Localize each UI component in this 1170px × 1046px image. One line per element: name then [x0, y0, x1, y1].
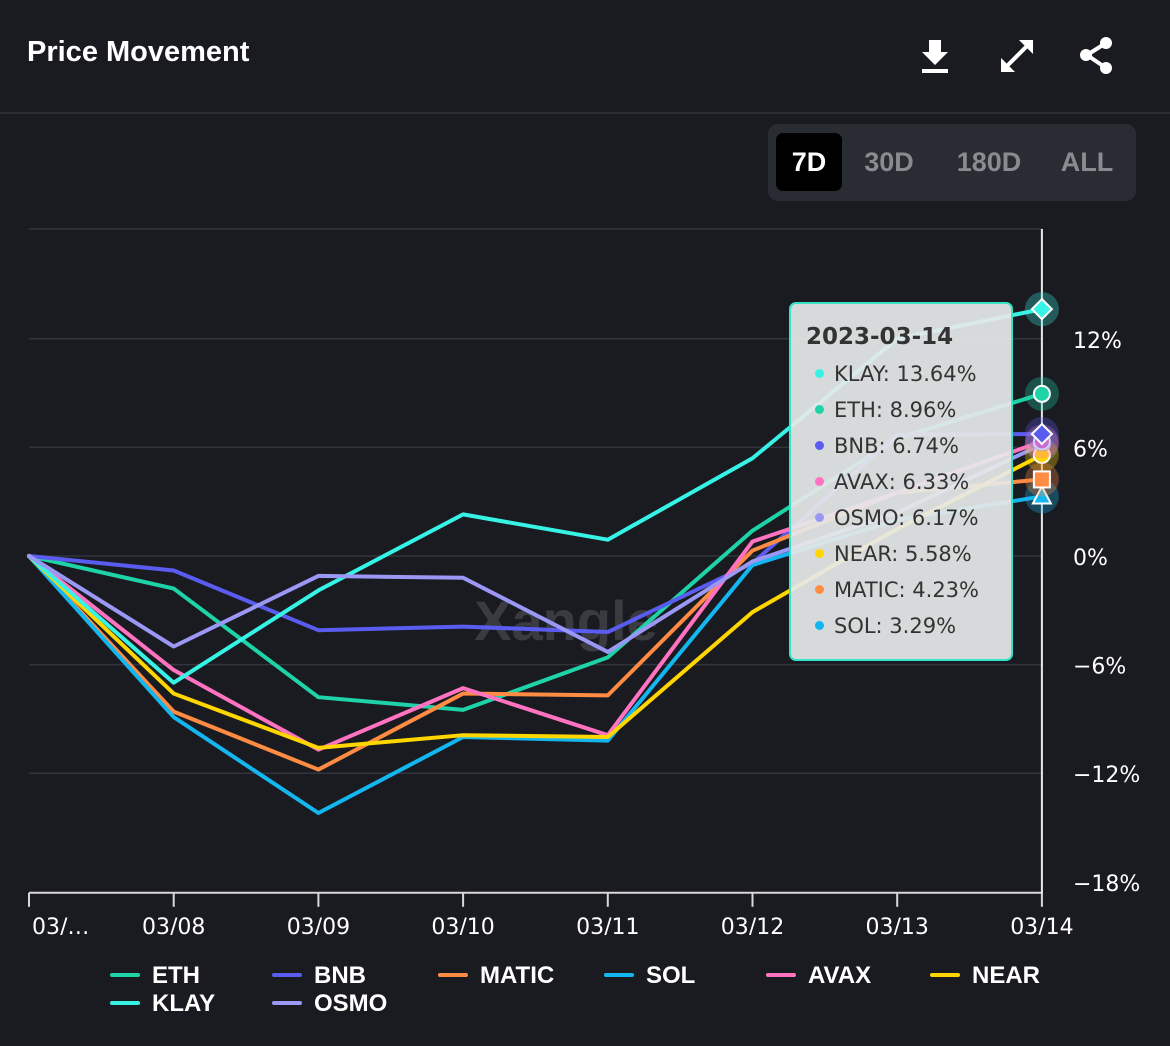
chart-tooltip: 2023-03-14 KLAY: 13.64% ETH: 8.96% BNB: 6.…	[789, 302, 1013, 661]
legend-item-klay[interactable]: KLAY	[110, 990, 215, 1018]
header: Price Movement	[0, 0, 1170, 114]
tooltip-value: OSMO: 6.17%	[834, 506, 979, 530]
tooltip-row: ETH: 8.96%	[815, 398, 956, 422]
range-7d-button[interactable]: 7D	[776, 133, 842, 191]
tooltip-dot	[815, 584, 824, 594]
marker-sol[interactable]	[1031, 484, 1053, 505]
marker-bnb[interactable]	[1030, 422, 1054, 446]
tooltip-dot	[815, 548, 824, 558]
legend-item-eth[interactable]: ETH	[110, 962, 200, 990]
x-tick-label: 03/08	[142, 915, 205, 935]
x-tick-label: 03/09	[287, 915, 350, 935]
tooltip-row: MATIC: 4.23%	[815, 578, 979, 602]
tooltip-value: NEAR: 5.58%	[834, 542, 972, 566]
tooltip-dot	[815, 512, 824, 522]
legend-label: KLAY	[152, 990, 216, 1017]
tooltip-dot	[815, 404, 824, 414]
download-icon[interactable]	[913, 34, 957, 78]
legend-swatch	[604, 972, 634, 977]
tooltip-row: OSMO: 6.17%	[815, 506, 979, 530]
y-tick-label: 12%	[1073, 329, 1122, 354]
y-tick-label: 6%	[1073, 437, 1108, 462]
legend-item-osmo[interactable]: OSMO	[272, 990, 387, 1018]
legend-label: BNB	[314, 962, 366, 989]
legend-item-sol[interactable]: SOL	[604, 962, 695, 990]
legend-swatch	[766, 972, 796, 977]
legend-swatch	[110, 972, 140, 977]
tooltip-value: SOL: 3.29%	[834, 614, 957, 638]
tooltip-row: NEAR: 5.58%	[815, 542, 972, 566]
marker-matic[interactable]	[1032, 470, 1051, 489]
tooltip-value: AVAX: 6.33%	[834, 470, 970, 494]
legend-swatch	[110, 1000, 140, 1005]
y-tick-label: −12%	[1073, 763, 1140, 788]
x-tick-label: 03/10	[431, 915, 494, 935]
legend-item-matic[interactable]: MATIC	[438, 962, 554, 990]
legend-label: ETH	[152, 962, 200, 989]
tooltip-row: BNB: 6.74%	[815, 434, 959, 458]
legend-label: MATIC	[480, 962, 555, 989]
tooltip-value: BNB: 6.74%	[834, 434, 959, 458]
legend-item-avax[interactable]: AVAX	[766, 962, 871, 990]
page-title: Price Movement	[27, 36, 250, 68]
marker-eth[interactable]	[1032, 384, 1051, 403]
y-tick-label: −6%	[1073, 655, 1126, 680]
x-tick-label: 03/14	[1010, 915, 1073, 935]
tooltip-dot	[815, 440, 824, 450]
tooltip-row: KLAY: 13.64%	[815, 362, 977, 386]
x-tick-label: 03/11	[576, 915, 639, 935]
range-180d-button[interactable]: 180D	[956, 147, 1022, 177]
range-selector: 7D 30D 180D ALL	[768, 124, 1136, 201]
x-tick-label: 03/12	[721, 915, 784, 935]
marker-klay[interactable]	[1030, 297, 1054, 321]
legend-label: NEAR	[972, 962, 1041, 989]
tooltip-value: KLAY: 13.64%	[834, 362, 977, 386]
tooltip-row: AVAX: 6.33%	[815, 470, 969, 494]
tooltip-row: SOL: 3.29%	[815, 614, 956, 638]
range-30d-button[interactable]: 30D	[864, 147, 914, 177]
tooltip-value: MATIC: 4.23%	[834, 578, 980, 602]
legend-label: SOL	[646, 962, 696, 989]
tooltip-dot	[815, 620, 824, 630]
tooltip-dot	[815, 368, 824, 378]
tooltip-value: ETH: 8.96%	[834, 398, 957, 422]
y-tick-label: −18%	[1073, 872, 1140, 897]
tooltip-date: 2023-03-14	[806, 324, 954, 350]
share-icon[interactable]	[1075, 34, 1119, 78]
legend-label: OSMO	[314, 990, 388, 1017]
legend-item-near[interactable]: NEAR	[930, 962, 1040, 990]
legend-swatch	[272, 972, 302, 977]
x-tick-label: 03/…	[32, 915, 89, 935]
legend-swatch	[438, 972, 468, 977]
legend-label: AVAX	[808, 962, 872, 989]
expand-icon[interactable]	[995, 34, 1039, 78]
tooltip-dot	[815, 476, 824, 486]
legend-swatch	[930, 972, 960, 977]
range-all-button[interactable]: ALL	[1060, 147, 1114, 177]
legend-item-bnb[interactable]: BNB	[272, 962, 366, 990]
chart-legend: ETH BNB MATIC SOL AVAX NEAR KLAY OSMO	[110, 962, 1110, 1022]
legend-swatch	[272, 1000, 302, 1005]
x-tick-label: 03/13	[865, 915, 928, 935]
y-tick-label: 0%	[1073, 546, 1108, 571]
